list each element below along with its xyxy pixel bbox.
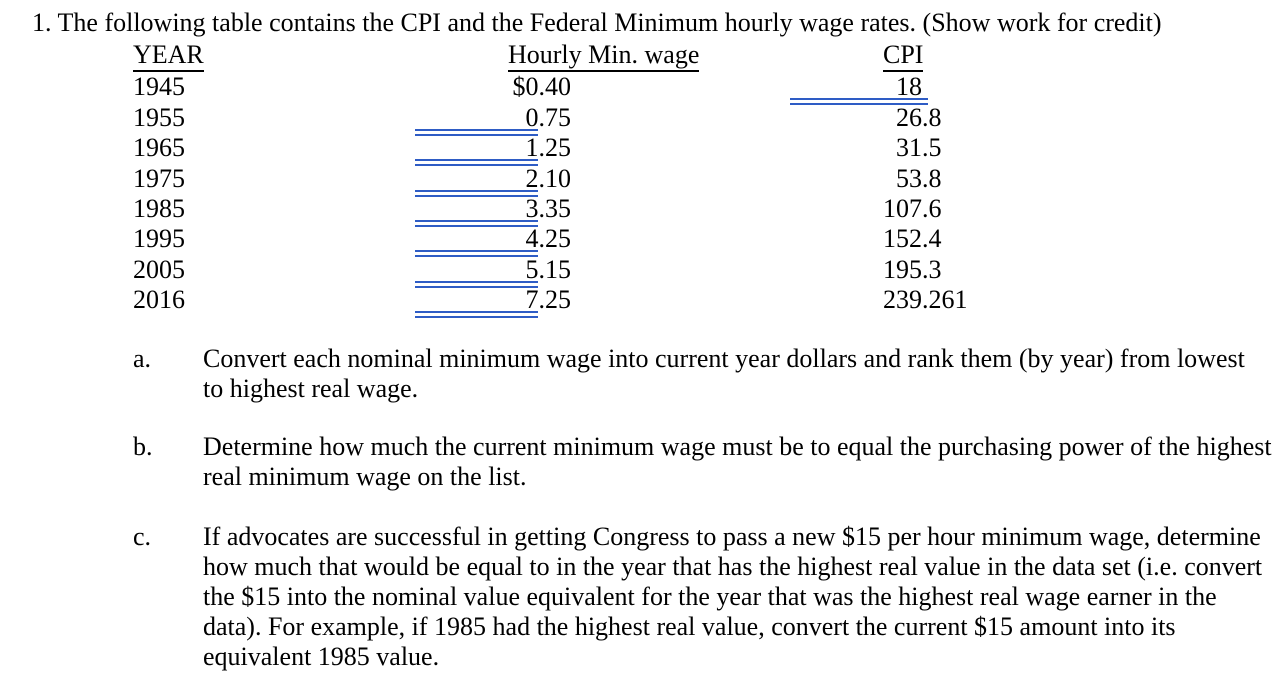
question-text-line: Convert each nominal minimum wage into c… bbox=[203, 344, 1245, 373]
cpi-cell-integer: 53 bbox=[896, 163, 922, 193]
table-row: 1945 $0.40 18 bbox=[0, 72, 1275, 106]
wage-cell: $0.40 bbox=[512, 72, 572, 102]
question-text-line: how much that would be equal to in the y… bbox=[203, 552, 1263, 581]
answer-blank-line bbox=[415, 219, 538, 227]
cpi-cell-fraction: .261 bbox=[922, 285, 968, 315]
year-column-header: YEAR bbox=[133, 40, 204, 72]
answer-blank-line bbox=[415, 250, 538, 258]
answer-blank-line bbox=[415, 280, 538, 288]
year-cell: 2005 bbox=[133, 254, 185, 284]
answer-blank-line bbox=[415, 128, 538, 136]
cpi-cell-integer: 239 bbox=[883, 285, 922, 315]
answer-blank-line bbox=[790, 98, 928, 106]
year-cell: 1995 bbox=[133, 224, 185, 254]
question-text-line: equivalent 1985 value. bbox=[203, 642, 440, 671]
cpi-cell-integer: 18 bbox=[896, 72, 922, 102]
answer-blank-line bbox=[415, 311, 538, 319]
wage-column-header: Hourly Min. wage bbox=[508, 40, 700, 72]
question-marker: b. bbox=[133, 432, 153, 461]
cpi-column-header: CPI bbox=[883, 40, 924, 72]
year-cell: 2016 bbox=[133, 285, 185, 315]
question-item-c: c. If advocates are successful in getting… bbox=[0, 522, 1275, 672]
table-row: 1975 2.10 53.8 bbox=[0, 163, 1275, 197]
wage-cell: 0.75 bbox=[525, 102, 572, 132]
question-text-line: the $15 into the nominal value equivalen… bbox=[203, 582, 1217, 611]
question-list: a. Convert each nominal minimum wage into… bbox=[0, 344, 1275, 672]
table-row: 1995 4.25 152.4 bbox=[0, 224, 1275, 258]
cpi-cell-fraction: .5 bbox=[922, 133, 942, 163]
wage-cell: 1.25 bbox=[525, 133, 572, 163]
wage-cell: 7.25 bbox=[525, 285, 572, 315]
year-cell: 1985 bbox=[133, 193, 185, 223]
year-cell: 1955 bbox=[133, 102, 185, 132]
table-body: 1945 $0.40 18 1955 0.75 26.8 1965 1.25 31.5 1975 2… bbox=[0, 72, 1275, 319]
table-row: 1955 0.75 26.8 bbox=[0, 102, 1275, 136]
table-row: 2016 7.25 239.261 bbox=[0, 285, 1275, 319]
question-marker: a. bbox=[133, 344, 152, 373]
question-text-line: data). For example, if 1985 had the high… bbox=[203, 612, 1176, 641]
wage-cell: 3.35 bbox=[525, 193, 572, 223]
table-row: 1965 1.25 31.5 bbox=[0, 133, 1275, 167]
cpi-cell-fraction: .4 bbox=[922, 224, 942, 254]
question-text: Convert each nominal minimum wage into c… bbox=[203, 344, 1275, 404]
table-row: 2005 5.15 195.3 bbox=[0, 254, 1275, 288]
question-text-line: real minimum wage on the list. bbox=[203, 462, 527, 491]
question-text: If advocates are successful in getting C… bbox=[203, 522, 1275, 672]
question-item-b: b. Determine how much the current minimum… bbox=[0, 432, 1275, 492]
answer-blank-line bbox=[415, 159, 538, 167]
cpi-cell-fraction: .6 bbox=[922, 193, 942, 223]
problem-title: 1. The following table contains the CPI … bbox=[32, 8, 1162, 37]
question-marker: c. bbox=[133, 522, 152, 551]
cpi-cell-integer: 195 bbox=[883, 254, 922, 284]
wage-cell: 5.15 bbox=[525, 254, 572, 284]
cpi-cell-integer: 31 bbox=[896, 133, 922, 163]
year-cell: 1975 bbox=[133, 163, 185, 193]
cpi-cell-integer: 26 bbox=[896, 102, 922, 132]
year-cell: 1965 bbox=[133, 133, 185, 163]
question-item-a: a. Convert each nominal minimum wage into… bbox=[0, 344, 1275, 404]
cpi-cell-integer: 107 bbox=[883, 193, 922, 223]
cpi-wage-table: YEAR Hourly Min. wage CPI 1945 $0.40 18 195… bbox=[0, 40, 1275, 319]
question-text-line: If advocates are successful in getting C… bbox=[203, 522, 1261, 551]
table-row: 1985 3.35 107.6 bbox=[0, 193, 1275, 227]
wage-cell: 2.10 bbox=[525, 163, 572, 193]
cpi-cell-fraction: .3 bbox=[922, 254, 942, 284]
cpi-cell-fraction: .8 bbox=[922, 102, 942, 132]
cpi-cell-fraction: .8 bbox=[922, 163, 942, 193]
wage-cell: 4.25 bbox=[525, 224, 572, 254]
cpi-cell-integer: 152 bbox=[883, 224, 922, 254]
question-text-line: to highest real wage. bbox=[203, 374, 419, 403]
question-text: Determine how much the current minimum w… bbox=[203, 432, 1275, 492]
answer-blank-line bbox=[415, 189, 538, 197]
table-header-row: YEAR Hourly Min. wage CPI bbox=[0, 40, 1275, 72]
question-text-line: Determine how much the current minimum w… bbox=[203, 432, 1272, 461]
year-cell: 1945 bbox=[133, 72, 185, 102]
